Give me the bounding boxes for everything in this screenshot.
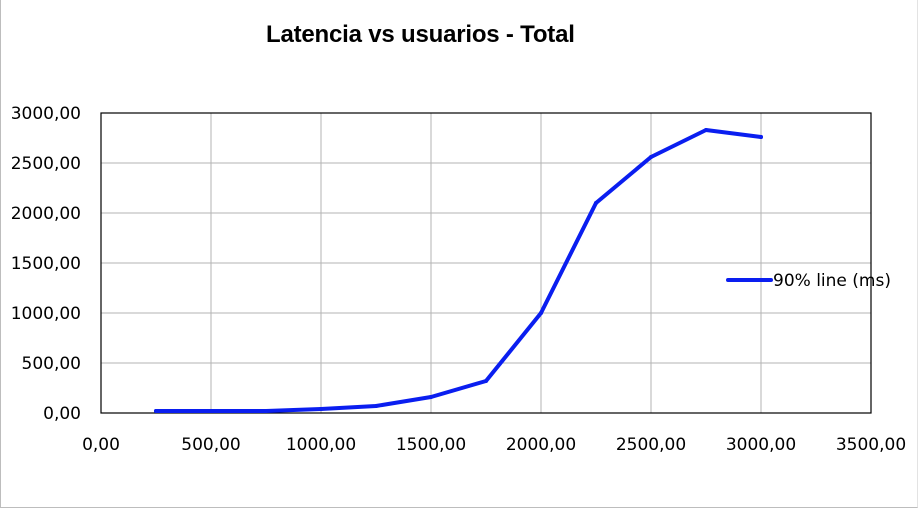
x-tick-label: 1500,00	[396, 435, 466, 455]
y-tick-label: 3000,00	[11, 104, 81, 124]
x-tick-label: 2500,00	[616, 435, 686, 455]
data-point	[594, 201, 598, 205]
chart-title: Latencia vs usuarios - Total	[266, 21, 575, 48]
y-tick-label: 1500,00	[11, 254, 81, 274]
data-point	[209, 409, 213, 413]
x-tick-label: 3000,00	[726, 435, 796, 455]
x-axis-tick-labels: 0,00 500,00 1000,00 1500,00 2000,00 2500,00 30…	[82, 435, 906, 455]
grid-lines	[100, 112, 872, 414]
y-tick-label: 2000,00	[11, 204, 81, 224]
y-tick-label: 500,00	[22, 354, 81, 374]
plot-area-border	[100, 112, 872, 414]
data-point	[319, 407, 323, 411]
x-tick-label: 500,00	[181, 435, 240, 455]
data-point	[649, 155, 653, 159]
legend: 90% line (ms)	[726, 271, 891, 291]
data-point	[429, 395, 433, 399]
legend-label: 90% line (ms)	[773, 271, 891, 291]
data-point	[759, 135, 763, 139]
data-point	[154, 409, 158, 413]
data-point	[484, 379, 488, 383]
series-lines	[154, 128, 763, 413]
x-tick-label: 1000,00	[286, 435, 356, 455]
plot-border	[100, 112, 872, 414]
x-tick-label: 3500,00	[836, 435, 906, 455]
data-point	[539, 311, 543, 315]
data-point	[704, 128, 708, 132]
series-line	[154, 128, 763, 413]
x-tick-label: 2000,00	[506, 435, 576, 455]
data-point	[264, 409, 268, 413]
data-point	[374, 404, 378, 408]
x-tick-label: 0,00	[82, 435, 120, 455]
y-axis-tick-labels: 0,00 500,00 1000,00 1500,00 2000,00 2500,00 30…	[11, 104, 81, 424]
y-tick-label: 1000,00	[11, 304, 81, 324]
y-tick-label: 0,00	[43, 404, 81, 424]
y-tick-label: 2500,00	[11, 154, 81, 174]
